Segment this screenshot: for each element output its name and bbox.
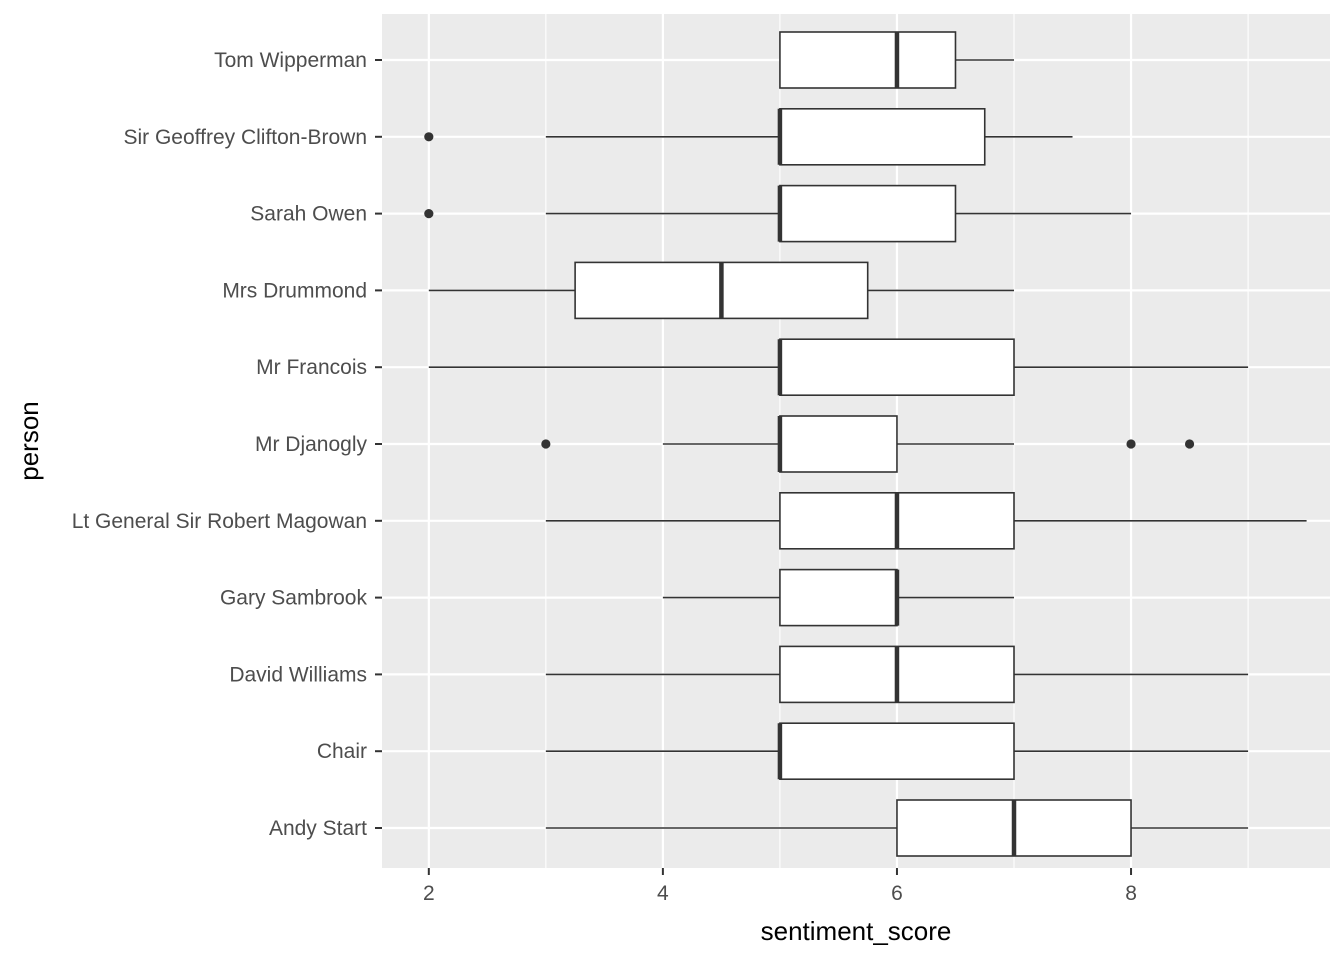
y-tick-label: Chair xyxy=(317,740,367,763)
box-body xyxy=(779,415,898,473)
axes: 2 4 6 8 Andy Start Chair David Williams Gary Sa… xyxy=(72,49,1137,905)
x-axis-title: sentiment_score xyxy=(761,916,952,946)
box-andy-start xyxy=(545,799,1249,857)
y-tick-label: Tom Wipperman xyxy=(214,49,367,72)
y-tick-label: Andy Start xyxy=(269,817,367,840)
box-body xyxy=(779,568,898,627)
box-lt-general-sir-robert-magowan xyxy=(545,491,1307,550)
box-body xyxy=(779,184,957,243)
box-gary-sambrook xyxy=(662,568,1014,627)
box-tom-wipperman xyxy=(779,31,1014,89)
outlier-point xyxy=(1126,439,1136,449)
x-tick-label: 8 xyxy=(1125,882,1137,905)
box-sir-geoffrey-clifton-brown xyxy=(424,108,1073,166)
box-body xyxy=(779,722,1015,781)
box-body xyxy=(779,31,957,89)
y-axis-title: person xyxy=(14,401,44,481)
box-chair xyxy=(545,722,1249,781)
outlier-point xyxy=(541,439,551,449)
box-mrs-drummond xyxy=(428,261,1014,320)
y-tick-label: Lt General Sir Robert Magowan xyxy=(72,510,367,533)
outlier-point xyxy=(1184,439,1195,449)
y-tick-label: Sarah Owen xyxy=(250,203,367,226)
y-tick-label: David Williams xyxy=(229,663,367,686)
x-tick-label: 4 xyxy=(657,882,669,905)
y-tick-label: Mr Francois xyxy=(256,356,367,379)
box-marks xyxy=(424,31,1307,857)
y-tick-label: Sir Geoffrey Clifton-Brown xyxy=(123,126,367,149)
outlier-point xyxy=(424,209,434,219)
y-tick-label: Mrs Drummond xyxy=(222,279,367,302)
box-david-williams xyxy=(545,645,1249,704)
box-body xyxy=(779,338,1015,397)
box-mr-djanogly xyxy=(541,415,1195,473)
x-tick-label: 2 xyxy=(423,882,435,905)
box-sarah-owen xyxy=(424,184,1132,243)
box-body xyxy=(779,108,986,166)
outlier-point xyxy=(424,132,434,142)
y-tick-label: Mr Djanogly xyxy=(255,433,368,456)
y-tick-label: Gary Sambrook xyxy=(220,587,368,610)
box-mr-francois xyxy=(428,338,1249,397)
x-tick-label: 6 xyxy=(891,882,903,905)
